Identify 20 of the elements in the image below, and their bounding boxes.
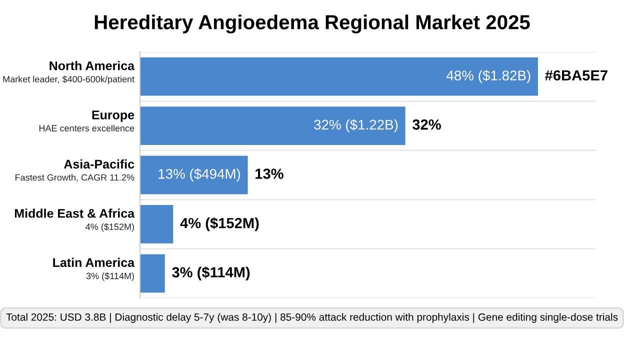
- y-tick-label: Latin America 3% ($114M): [53, 258, 135, 281]
- y-tick-label: North America Market leader, $400-600k/patient: [3, 61, 135, 84]
- annotation: 32%: [412, 119, 441, 130]
- bar: [140, 57, 538, 96]
- bar: [140, 156, 248, 194]
- annotation: #6BA5E7: [545, 70, 608, 81]
- bar: [140, 106, 406, 145]
- data-label: 32% ($1.22B): [314, 119, 398, 132]
- y-tick-label: Europe HAE centers excellence: [39, 110, 134, 132]
- chart-title: Hereditary Angioedema Regional Market 2025: [94, 14, 530, 34]
- y-tick-label: Asia-Pacific Fastest Growth, CAGR 11.2%: [16, 159, 134, 182]
- bar: [140, 254, 165, 293]
- bar: [140, 205, 174, 244]
- data-label: 3% ($114M): [172, 266, 250, 280]
- text: Total 2025: USD 3.8B | Diagnostic delay 5-7y (was 8-10y) | 85-90% attack reduction with prophylaxis | Gene editing single-dose trials: [6, 313, 618, 323]
- annotation: 13%: [256, 168, 284, 179]
- y-tick-label: Middle East & Africa 4% ($152M): [14, 208, 135, 232]
- data-label: 4% ($152M): [180, 217, 259, 232]
- data-label: 13% ($494M): [158, 168, 240, 182]
- data-label: 48% ($1.82B): [446, 70, 530, 84]
